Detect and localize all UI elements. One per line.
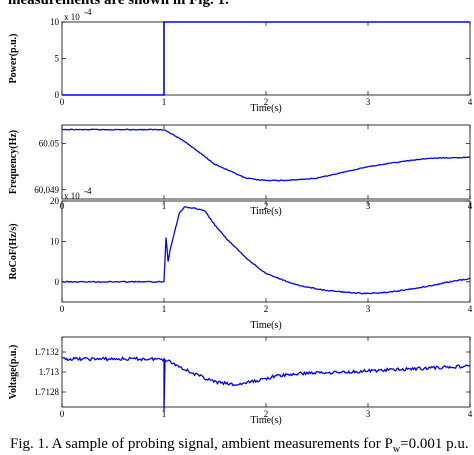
y-tick-label: 60.05 [39,139,60,149]
y-tick-label: 0 [55,277,60,287]
series-line-4 [61,356,471,413]
x-tick-label: 0 [60,409,65,419]
y-axis-label: Voltage(p.u.) [8,345,19,400]
y-tick-label: 5 [55,54,60,64]
x-tick-label: 4 [468,97,473,107]
plot-frame-1 [61,21,471,96]
series-line-1 [62,21,470,96]
exponent-power: -4 [84,186,92,196]
x-tick-label: 3 [366,201,371,211]
plot-frame-2 [61,124,471,200]
x-tick-label: 1 [162,97,167,107]
header-text: measurements are shown in Fig. 1. [8,0,229,8]
x-tick-label: 2 [264,409,269,419]
x-tick-label: 2 [264,201,269,211]
x-tick-label: 3 [366,97,371,107]
plot-frame-4 [61,336,471,408]
x-axis-label: Time(s) [250,415,281,426]
x-tick-label: 4 [468,304,473,314]
x-axis-label: Time(s) [250,206,281,217]
x-tick-label: 1 [162,304,167,314]
x-tick-label: 3 [366,304,371,314]
x-axis-label: Time(s) [250,103,281,114]
series-line-3 [61,206,471,295]
y-tick-label: 20 [50,196,60,206]
exponent-label: x 10 [64,12,80,22]
caption-tail: =0.001 p.u. [400,436,469,452]
x-tick-label: 0 [60,304,65,314]
exponent-power: -4 [84,7,92,17]
y-axis-label: Power(p.u.) [8,34,19,84]
x-axis-label: Time(s) [250,320,281,331]
y-tick-label: 0 [55,90,60,100]
y-tick-label: 1.713 [39,367,60,377]
y-tick-label: 10 [50,236,60,246]
series-line-2 [61,128,471,182]
exponent-label: x 10 [64,191,80,201]
y-axis-label: RoCoF(Hz/s) [8,223,19,279]
x-tick-label: 2 [264,304,269,314]
x-tick-label: 1 [162,201,167,211]
y-tick-label: 1.7128 [34,387,59,397]
figure-caption: Fig. 1. A sample of probing signal, ambi… [10,436,469,455]
y-tick-label: 10 [50,17,60,27]
y-tick-label: 60.049 [34,185,59,195]
caption-text: Fig. 1. A sample of probing signal, ambi… [10,436,393,452]
x-tick-label: 2 [264,97,269,107]
caption-subscript: w [392,444,401,455]
x-tick-label: 0 [60,97,65,107]
x-tick-label: 1 [162,409,167,419]
x-tick-label: 4 [468,409,473,419]
x-tick-label: 3 [366,409,371,419]
y-axis-label: Frequency(Hz) [8,130,19,194]
y-tick-label: 1.7132 [34,347,59,357]
